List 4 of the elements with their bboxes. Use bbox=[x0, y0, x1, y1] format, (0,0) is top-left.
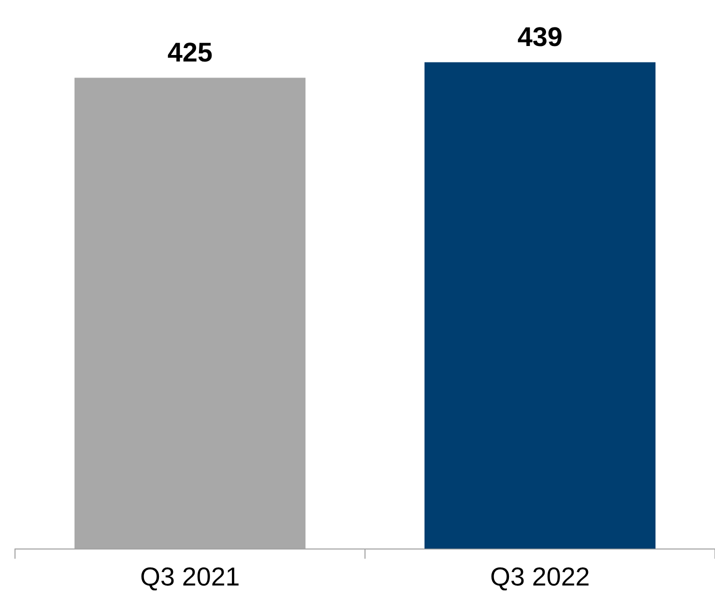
data-label: 425 bbox=[167, 38, 213, 68]
x-tick-label: Q3 2022 bbox=[490, 562, 590, 592]
x-tick-label: Q3 2021 bbox=[140, 562, 240, 592]
data-label: 439 bbox=[517, 22, 563, 52]
